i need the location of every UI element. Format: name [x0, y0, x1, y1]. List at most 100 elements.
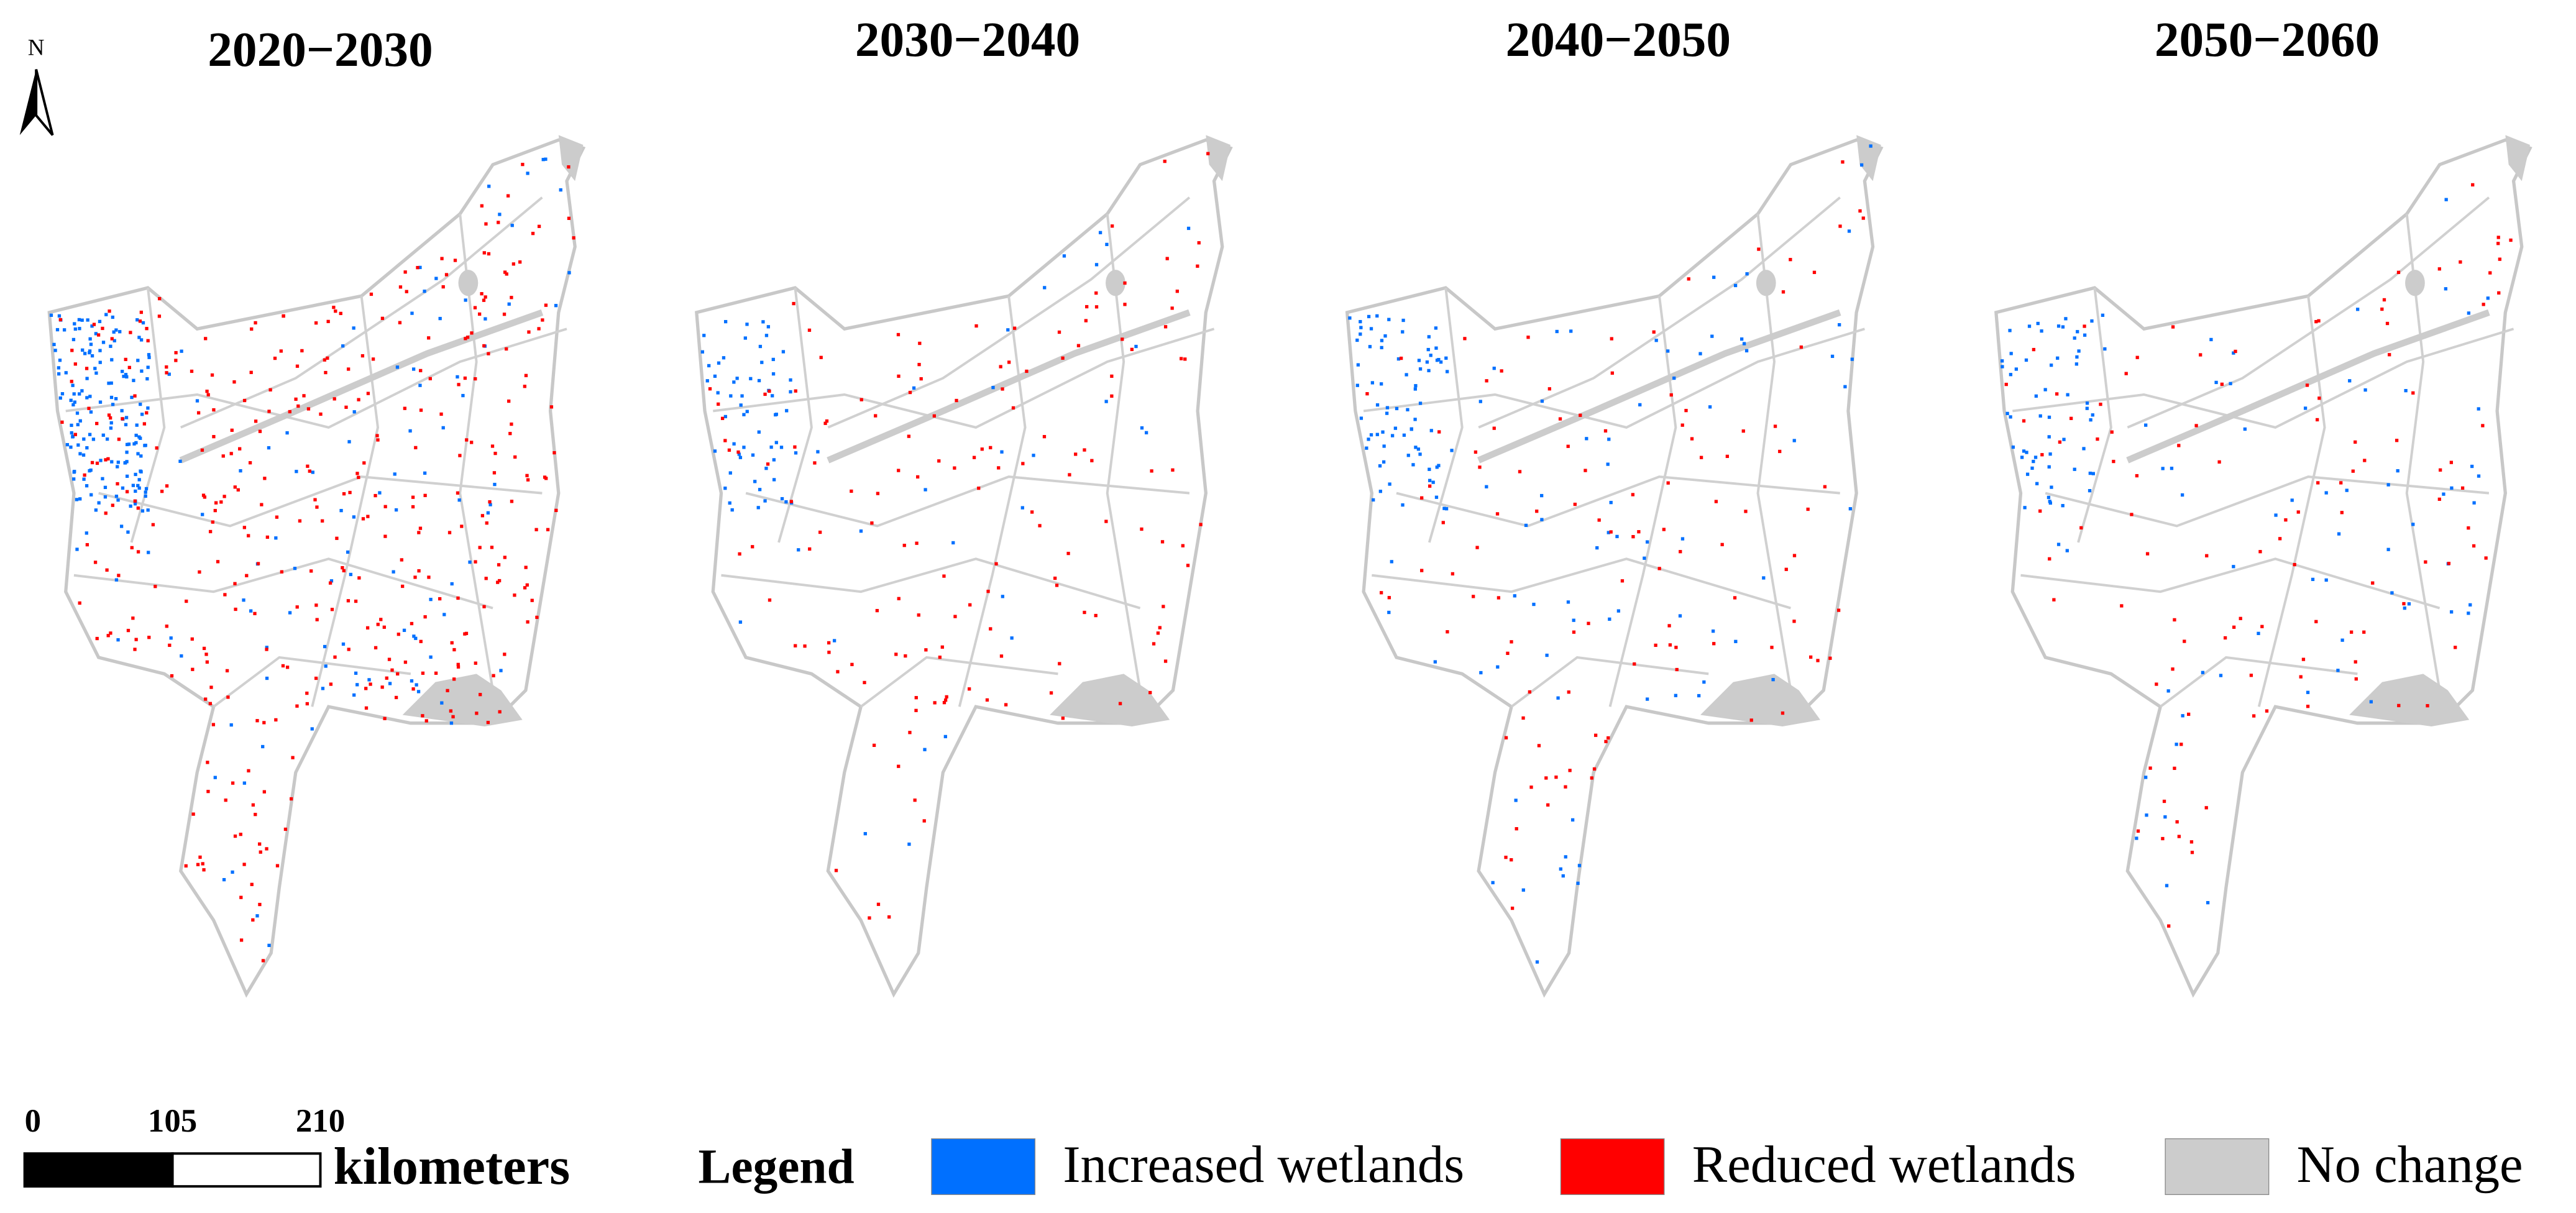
- wetland-change-dot: [1532, 602, 1536, 606]
- wetland-change-dot: [736, 450, 740, 454]
- wetland-change-dot: [419, 639, 423, 643]
- wetland-change-dot: [376, 623, 380, 626]
- wetland-change-dot: [1355, 383, 1359, 387]
- wetland-change-dot: [444, 273, 449, 277]
- wetland-change-dot: [136, 359, 140, 362]
- legend-swatch: [2165, 1138, 2270, 1196]
- legend-label: Reduced wetlands: [1692, 1136, 2076, 1194]
- wetland-change-dot: [239, 938, 244, 942]
- wetland-change-dot: [1572, 618, 1575, 622]
- wetland-change-dot: [723, 414, 728, 419]
- wetland-change-dot: [314, 603, 318, 607]
- wetland-change-dot: [1528, 690, 1532, 694]
- wetland-change-dot: [139, 469, 142, 473]
- wetland-change-dot: [1667, 624, 1671, 628]
- wetland-change-dot: [2348, 379, 2352, 383]
- wetland-change-dot: [943, 698, 948, 702]
- wetland-change-dot: [1030, 510, 1034, 514]
- wetland-change-dot: [438, 597, 442, 601]
- wetland-change-dot: [140, 509, 145, 513]
- wetland-change-dot: [502, 313, 506, 316]
- wetland-change-dot: [1162, 605, 1165, 608]
- wetland-change-dot: [1413, 387, 1418, 391]
- wetland-change-dot: [1000, 450, 1004, 454]
- wetland-change-dot: [968, 603, 972, 606]
- wetland-change-dot: [249, 370, 253, 374]
- wetland-change-dot: [1359, 416, 1364, 420]
- wetland-change-dot: [1645, 697, 1649, 701]
- lake: [1050, 674, 1170, 726]
- wetland-change-dot: [134, 489, 137, 493]
- wetland-change-dot: [1094, 613, 1098, 618]
- wetland-change-dot: [1514, 799, 1518, 802]
- wetland-change-dot: [2467, 611, 2470, 615]
- north-arrow-right: [35, 69, 54, 136]
- wetland-change-dot: [1118, 702, 1122, 705]
- wetland-change-dot: [440, 257, 444, 260]
- wetland-change-dot: [1515, 827, 1518, 831]
- wetland-change-dot: [478, 546, 482, 549]
- wetland-change-dot: [2050, 485, 2053, 489]
- wetland-change-dot: [1021, 462, 1025, 465]
- wetland-change-dot: [2397, 703, 2401, 708]
- wetland-change-dot: [144, 444, 147, 447]
- wetland-change-dot: [1610, 337, 1613, 341]
- wetland-change-dot: [233, 582, 237, 585]
- wetland-change-dot: [2170, 467, 2174, 470]
- wetland-change-dot: [505, 347, 508, 351]
- wetland-change-dot: [789, 390, 792, 394]
- wetland-change-dot: [1672, 376, 1676, 380]
- wetland-change-dot: [239, 895, 243, 899]
- wetland-change-dot: [468, 560, 472, 564]
- wetland-change-dot: [2112, 459, 2115, 464]
- wetland-change-dot: [1053, 576, 1057, 580]
- wetland-change-dot: [453, 259, 457, 262]
- wetland-change-dot: [127, 365, 131, 370]
- wetland-change-dot: [385, 676, 388, 680]
- wetland-change-dot: [2229, 382, 2232, 385]
- wetland-change-dot: [1359, 326, 1363, 329]
- wetland-change-dot: [1610, 371, 1614, 375]
- wetland-change-dot: [78, 601, 81, 605]
- wetland-change-dot: [1431, 480, 1435, 484]
- wetland-change-dot: [2460, 486, 2465, 490]
- wetland-change-dot: [2048, 557, 2051, 561]
- wetland-change-dot: [764, 334, 769, 337]
- wetland-change-dot: [1475, 546, 1479, 549]
- wetland-change-dot: [2220, 382, 2224, 386]
- wetland-change-dot: [205, 390, 209, 393]
- wetland-change-dot: [1158, 626, 1162, 629]
- wetland-change-dot: [116, 498, 120, 502]
- boundary: [2012, 327, 2514, 429]
- wetland-change-dot: [894, 652, 898, 656]
- boundary: [721, 557, 1141, 610]
- wetland-change-dot: [1450, 449, 1454, 452]
- wetland-change-dot: [480, 514, 485, 518]
- wetland-change-dot: [793, 445, 797, 449]
- wetland-change-dot: [2180, 493, 2184, 497]
- wetland-change-dot: [743, 336, 747, 340]
- wetland-change-dot: [383, 716, 387, 720]
- wetland-change-dot: [1744, 349, 1749, 353]
- wetland-change-dot: [2005, 411, 2009, 416]
- wetland-change-dot: [1446, 370, 1449, 373]
- boundary: [2257, 296, 2326, 707]
- wetland-change-dot: [771, 357, 775, 362]
- wetland-change-dot: [333, 655, 337, 659]
- wetland-change-dot: [2187, 712, 2191, 716]
- wetland-change-dot: [139, 338, 144, 342]
- wetland-change-dot: [523, 385, 526, 388]
- wetland-change-dot: [1668, 643, 1672, 647]
- wetland-change-dot: [165, 365, 168, 369]
- wetland-change-dot: [323, 644, 327, 649]
- wetland-change-dot: [554, 304, 558, 308]
- wetland-change-dot: [390, 668, 394, 672]
- wetland-change-dot: [1387, 610, 1391, 615]
- wetland-change-dot: [1546, 803, 1550, 807]
- wetland-change-dot: [2217, 460, 2221, 464]
- wetland-change-dot: [819, 355, 823, 359]
- boundary: [1510, 656, 1709, 708]
- wetland-change-dot: [346, 599, 351, 603]
- wetland-change-dot: [508, 431, 512, 436]
